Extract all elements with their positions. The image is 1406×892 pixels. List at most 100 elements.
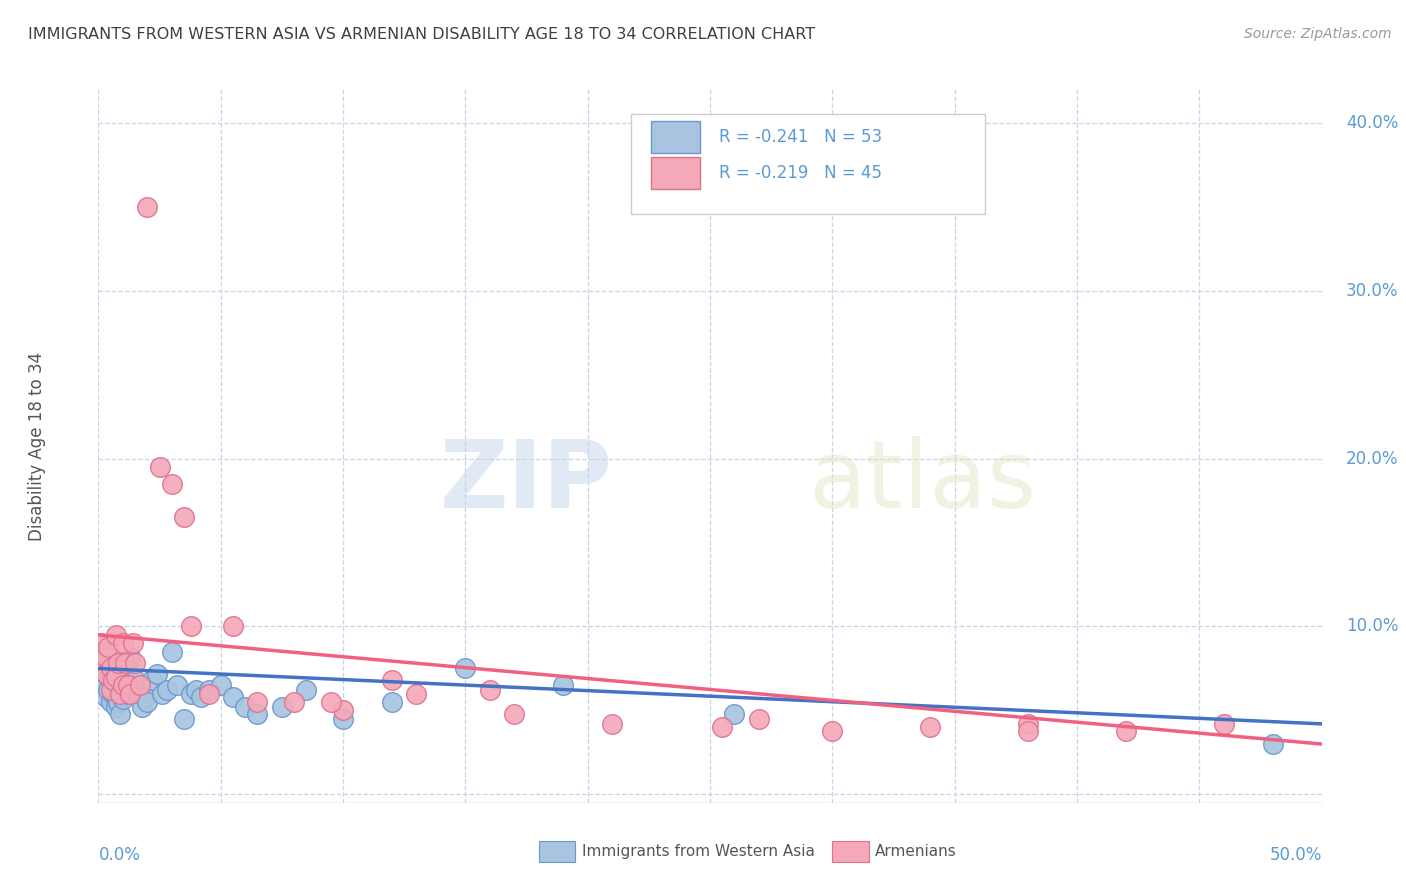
- Text: 40.0%: 40.0%: [1346, 114, 1399, 132]
- Point: [149, 460, 172, 475]
- Point: [197, 687, 219, 701]
- Point: [94, 690, 117, 704]
- Point: [723, 706, 745, 721]
- Point: [104, 628, 127, 642]
- FancyBboxPatch shape: [832, 840, 869, 862]
- Text: Disability Age 18 to 34: Disability Age 18 to 34: [28, 351, 46, 541]
- Point: [104, 670, 127, 684]
- Point: [209, 678, 232, 692]
- Point: [91, 645, 114, 659]
- Text: IMMIGRANTS FROM WESTERN ASIA VS ARMENIAN DISABILITY AGE 18 TO 34 CORRELATION CHA: IMMIGRANTS FROM WESTERN ASIA VS ARMENIAN…: [28, 27, 815, 42]
- Point: [553, 678, 575, 692]
- Point: [111, 691, 134, 706]
- Point: [107, 695, 129, 709]
- Point: [117, 657, 139, 671]
- Point: [91, 657, 114, 671]
- Point: [124, 673, 146, 688]
- Point: [120, 687, 142, 701]
- Text: Source: ZipAtlas.com: Source: ZipAtlas.com: [1244, 27, 1392, 41]
- Point: [97, 683, 120, 698]
- Point: [283, 695, 305, 709]
- Point: [110, 706, 132, 721]
- Point: [319, 695, 342, 709]
- Point: [332, 703, 354, 717]
- Point: [150, 687, 173, 701]
- FancyBboxPatch shape: [630, 114, 986, 214]
- Point: [1115, 723, 1137, 738]
- Point: [381, 695, 404, 709]
- Text: Immigrants from Western Asia: Immigrants from Western Asia: [582, 844, 814, 859]
- Point: [156, 683, 179, 698]
- Text: 0.0%: 0.0%: [98, 846, 141, 863]
- FancyBboxPatch shape: [651, 157, 700, 189]
- Point: [146, 666, 169, 681]
- FancyBboxPatch shape: [651, 121, 700, 153]
- Text: 20.0%: 20.0%: [1346, 450, 1399, 467]
- Point: [1017, 717, 1039, 731]
- Point: [91, 673, 114, 688]
- Point: [478, 683, 501, 698]
- Point: [136, 695, 159, 709]
- Text: ZIP: ZIP: [439, 435, 612, 528]
- Point: [1261, 737, 1284, 751]
- Point: [101, 670, 124, 684]
- Point: [94, 666, 117, 681]
- Point: [332, 712, 354, 726]
- Point: [233, 700, 256, 714]
- Point: [90, 661, 112, 675]
- Point: [246, 695, 269, 709]
- Point: [97, 640, 120, 654]
- Point: [180, 619, 202, 633]
- Point: [104, 700, 127, 714]
- Point: [121, 678, 143, 692]
- Point: [111, 673, 134, 688]
- Point: [222, 690, 245, 704]
- Point: [503, 706, 526, 721]
- Point: [104, 678, 127, 692]
- Point: [295, 683, 318, 698]
- Point: [160, 476, 183, 491]
- Point: [222, 619, 245, 633]
- Point: [246, 706, 269, 721]
- Point: [160, 645, 183, 659]
- Point: [180, 687, 202, 701]
- Point: [186, 683, 208, 698]
- Point: [100, 673, 122, 688]
- Point: [91, 657, 114, 671]
- Point: [166, 678, 188, 692]
- Point: [104, 690, 127, 704]
- Point: [100, 661, 122, 675]
- Point: [134, 690, 156, 704]
- Point: [600, 717, 623, 731]
- Point: [110, 681, 132, 696]
- Point: [748, 712, 770, 726]
- Point: [110, 687, 132, 701]
- Text: 50.0%: 50.0%: [1270, 846, 1322, 863]
- Point: [197, 683, 219, 698]
- Text: 10.0%: 10.0%: [1346, 617, 1399, 635]
- Point: [1212, 717, 1234, 731]
- Point: [90, 636, 112, 650]
- Point: [129, 678, 152, 692]
- Point: [127, 687, 149, 701]
- Point: [270, 700, 294, 714]
- Point: [405, 687, 427, 701]
- Point: [173, 712, 195, 726]
- Point: [117, 678, 139, 692]
- Point: [173, 510, 195, 524]
- Point: [131, 700, 153, 714]
- Point: [111, 678, 134, 692]
- Point: [120, 649, 142, 664]
- Point: [124, 657, 146, 671]
- Point: [97, 665, 120, 679]
- Text: Armenians: Armenians: [875, 844, 957, 859]
- Point: [711, 720, 734, 734]
- Point: [101, 687, 124, 701]
- Point: [114, 661, 136, 675]
- Point: [101, 673, 124, 688]
- Point: [136, 200, 159, 214]
- Point: [107, 687, 129, 701]
- Text: R = -0.241   N = 53: R = -0.241 N = 53: [718, 128, 882, 146]
- Point: [141, 673, 163, 688]
- Point: [100, 683, 122, 698]
